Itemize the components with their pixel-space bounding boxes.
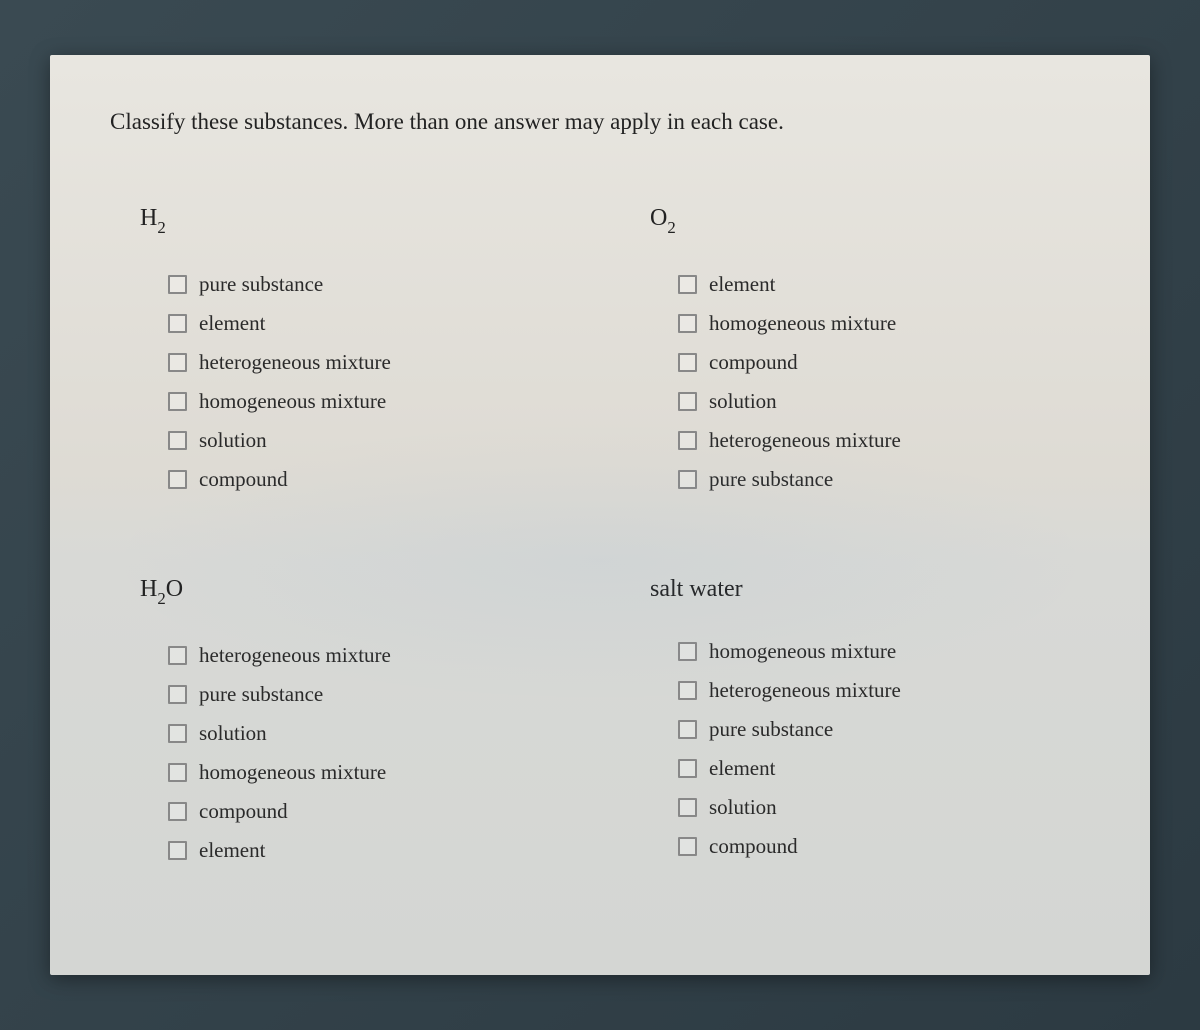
substance-title: salt water — [650, 576, 1090, 603]
option-label: pure substance — [199, 682, 323, 707]
option-row: element — [678, 756, 1090, 781]
checkbox[interactable] — [168, 841, 187, 860]
substance-title: O2 — [650, 205, 1090, 236]
checkbox[interactable] — [678, 642, 697, 661]
option-row: homogeneous mixture — [168, 389, 580, 414]
option-row: element — [168, 838, 580, 863]
option-row: solution — [678, 795, 1090, 820]
option-label: solution — [199, 428, 267, 453]
option-label: compound — [709, 350, 798, 375]
option-row: pure substance — [168, 682, 580, 707]
option-label: heterogeneous mixture — [199, 643, 391, 668]
options-list: homogeneous mixture heterogeneous mixtur… — [650, 639, 1090, 859]
option-label: compound — [709, 834, 798, 859]
checkbox[interactable] — [678, 392, 697, 411]
checkbox[interactable] — [168, 646, 187, 665]
checkbox[interactable] — [678, 275, 697, 294]
option-row: solution — [168, 428, 580, 453]
option-label: compound — [199, 799, 288, 824]
checkbox[interactable] — [678, 314, 697, 333]
question-page: Classify these substances. More than one… — [50, 55, 1150, 975]
substance-block-saltwater: salt water homogeneous mixture heterogen… — [620, 576, 1090, 877]
option-label: heterogeneous mixture — [709, 678, 901, 703]
instruction-text: Classify these substances. More than one… — [110, 109, 1090, 135]
option-label: solution — [709, 389, 777, 414]
checkbox[interactable] — [678, 431, 697, 450]
checkbox[interactable] — [678, 837, 697, 856]
option-row: element — [678, 272, 1090, 297]
option-row: pure substance — [678, 717, 1090, 742]
checkbox[interactable] — [168, 802, 187, 821]
option-label: pure substance — [199, 272, 323, 297]
option-row: heterogeneous mixture — [168, 643, 580, 668]
option-row: heterogeneous mixture — [678, 678, 1090, 703]
option-label: heterogeneous mixture — [199, 350, 391, 375]
option-label: element — [709, 756, 775, 781]
option-row: solution — [678, 389, 1090, 414]
checkbox[interactable] — [678, 353, 697, 372]
option-row: pure substance — [678, 467, 1090, 492]
checkbox[interactable] — [168, 314, 187, 333]
option-label: pure substance — [709, 467, 833, 492]
option-row: compound — [168, 467, 580, 492]
option-row: compound — [678, 834, 1090, 859]
options-list: element homogeneous mixture compound sol… — [650, 272, 1090, 492]
option-label: pure substance — [709, 717, 833, 742]
substance-block-h2: H2 pure substance element heterogeneous … — [110, 205, 580, 506]
checkbox[interactable] — [168, 275, 187, 294]
checkbox[interactable] — [678, 681, 697, 700]
checkbox[interactable] — [168, 685, 187, 704]
checkbox[interactable] — [678, 759, 697, 778]
option-row: homogeneous mixture — [678, 311, 1090, 336]
option-label: homogeneous mixture — [199, 760, 386, 785]
option-label: element — [709, 272, 775, 297]
substance-block-o2: O2 element homogeneous mixture compound … — [620, 205, 1090, 506]
substance-block-h2o: H2O heterogeneous mixture pure substance… — [110, 576, 580, 877]
option-label: solution — [199, 721, 267, 746]
substance-title: H2 — [140, 205, 580, 236]
option-row: homogeneous mixture — [168, 760, 580, 785]
option-label: element — [199, 838, 265, 863]
option-label: heterogeneous mixture — [709, 428, 901, 453]
checkbox[interactable] — [678, 470, 697, 489]
option-label: solution — [709, 795, 777, 820]
checkbox[interactable] — [168, 763, 187, 782]
option-row: element — [168, 311, 580, 336]
checkbox[interactable] — [168, 392, 187, 411]
option-label: compound — [199, 467, 288, 492]
checkbox[interactable] — [678, 798, 697, 817]
option-row: pure substance — [168, 272, 580, 297]
option-row: solution — [168, 721, 580, 746]
option-row: compound — [678, 350, 1090, 375]
option-row: heterogeneous mixture — [678, 428, 1090, 453]
options-list: pure substance element heterogeneous mix… — [140, 272, 580, 492]
option-row: compound — [168, 799, 580, 824]
option-row: heterogeneous mixture — [168, 350, 580, 375]
checkbox[interactable] — [168, 431, 187, 450]
options-list: heterogeneous mixture pure substance sol… — [140, 643, 580, 863]
checkbox[interactable] — [168, 724, 187, 743]
option-label: element — [199, 311, 265, 336]
substance-title: H2O — [140, 576, 580, 607]
checkbox[interactable] — [678, 720, 697, 739]
option-label: homogeneous mixture — [199, 389, 386, 414]
option-label: homogeneous mixture — [709, 639, 896, 664]
checkbox[interactable] — [168, 470, 187, 489]
substance-grid: H2 pure substance element heterogeneous … — [110, 205, 1090, 877]
option-label: homogeneous mixture — [709, 311, 896, 336]
option-row: homogeneous mixture — [678, 639, 1090, 664]
checkbox[interactable] — [168, 353, 187, 372]
